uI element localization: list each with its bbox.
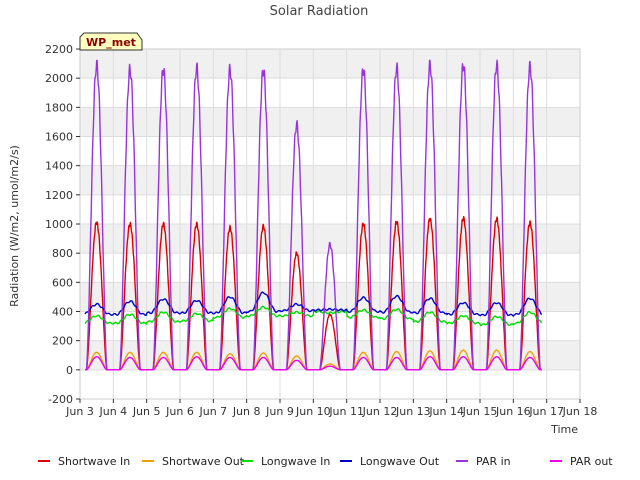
legend-label-longwave-out: Longwave Out <box>360 455 440 468</box>
y-tick-label: 600 <box>52 276 73 289</box>
x-tick-label: Jun 16 <box>495 405 531 418</box>
series-line-longwave-in <box>84 305 543 327</box>
x-tick-label: Jun 5 <box>132 405 161 418</box>
chart-title: Solar Radiation <box>270 4 369 19</box>
y-tick-label: 1400 <box>45 160 73 173</box>
site-badge-box <box>79 32 143 51</box>
y-axis: -200 0 200 400 600 800 1000 1200 1400 1600 1800 200… <box>45 43 80 406</box>
legend-label-shortwave-in: Shortwave In <box>58 455 130 468</box>
y-tick-label: 200 <box>52 335 73 348</box>
x-tick-label: Jun 8 <box>232 405 261 418</box>
x-tick-label: Jun 4 <box>98 405 127 418</box>
x-axis: Jun 3 Jun 4 Jun 5 Jun 6 Jun 7 Jun 8 Jun 9 Jun 1… <box>65 399 597 418</box>
legend-label-par-in: PAR in <box>476 455 511 468</box>
plot-band <box>80 282 580 312</box>
y-tick-label: 1000 <box>45 218 73 231</box>
series-line-longwave-out <box>84 291 543 317</box>
y-tick-label: -200 <box>48 393 73 406</box>
y-tick-label: 400 <box>52 306 73 319</box>
x-tick-label: Jun 6 <box>165 405 194 418</box>
plot-band <box>80 224 580 254</box>
series-line-par-out <box>84 356 542 371</box>
plot-band <box>80 165 580 195</box>
x-tick-label: Jun 17 <box>528 405 564 418</box>
x-tick-label: Jun 13 <box>395 405 431 418</box>
x-tick-label: Jun 3 <box>65 405 94 418</box>
plot-band <box>80 107 580 137</box>
y-axis-label: Radiation (W/m2, umol/m2/s) <box>8 145 21 307</box>
x-tick-label: Jun 10 <box>295 405 331 418</box>
y-tick-label: 0 <box>66 364 73 377</box>
series-lines <box>84 59 543 371</box>
x-tick-label: Jun 9 <box>265 405 294 418</box>
x-tick-label: Jun 12 <box>362 405 398 418</box>
x-tick-label: Jun 7 <box>198 405 227 418</box>
y-tick-label: 1200 <box>45 189 73 202</box>
x-tick-label: Jun 14 <box>428 405 464 418</box>
x-tick-label: Jun 11 <box>328 405 364 418</box>
plot-band <box>80 340 580 370</box>
site-badge-label: WP_met <box>86 36 136 49</box>
legend-label-longwave-in: Longwave In <box>261 455 330 468</box>
y-tick-label: 1800 <box>45 101 73 114</box>
y-tick-label: 800 <box>52 247 73 260</box>
y-tick-label: 2200 <box>45 43 73 56</box>
legend-label-par-out: PAR out <box>570 455 613 468</box>
x-axis-label: Time <box>550 423 578 436</box>
x-tick-label: Jun 18 <box>562 405 598 418</box>
plot-band <box>80 49 580 79</box>
site-badge: WP_met <box>79 32 143 51</box>
y-tick-label: 2000 <box>45 72 73 85</box>
legend-label-shortwave-out: Shortwave Out <box>162 455 245 468</box>
legend: Shortwave In Shortwave Out Longwave In Long… <box>38 455 613 468</box>
y-tick-label: 1600 <box>45 131 73 144</box>
x-tick-label: Jun 15 <box>462 405 498 418</box>
